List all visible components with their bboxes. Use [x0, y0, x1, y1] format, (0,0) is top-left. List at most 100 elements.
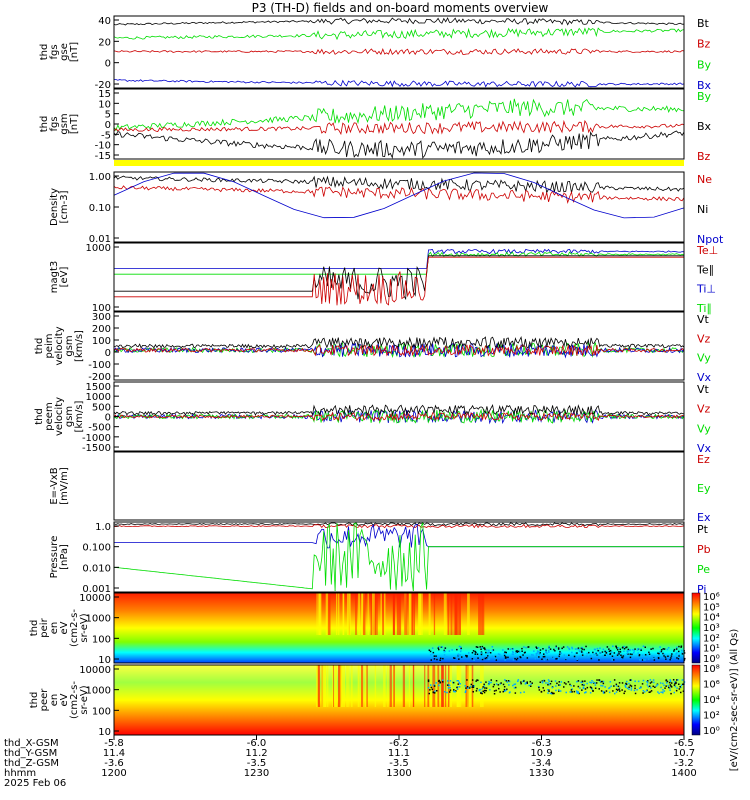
peer-pixel	[551, 691, 553, 694]
peer-pixel	[663, 690, 666, 692]
peir-pixel	[667, 655, 669, 657]
peer-pixel	[648, 685, 651, 687]
efield-legend-Ez: Ez	[697, 453, 710, 466]
peir-pixel	[568, 654, 570, 656]
pressure-legend-Pi: Pi	[697, 583, 706, 596]
peir-pixel	[431, 653, 434, 655]
fgs_gsm-ylabel-line: gsm	[59, 113, 70, 134]
peir-pixel	[634, 648, 636, 650]
peer-pixel	[476, 679, 478, 681]
peir-pixel	[443, 654, 446, 656]
peem-ylabel-line: thd	[34, 408, 45, 425]
peer-pixel	[581, 681, 583, 684]
peer-pixel	[642, 690, 645, 692]
peir-pixel	[512, 659, 515, 661]
peir-pixel	[599, 647, 601, 649]
peer-pixel	[551, 686, 554, 689]
peer-pixel	[472, 691, 474, 693]
peir-pixel	[633, 651, 635, 654]
peir-streak	[374, 593, 377, 635]
peer-pixel	[517, 679, 520, 681]
peir-pixel	[460, 648, 462, 651]
fgs-frame	[113, 15, 685, 89]
peir-pixel	[600, 652, 602, 654]
peer-pixel	[650, 681, 653, 683]
peir-pixel	[615, 646, 617, 648]
peer-pixel	[669, 687, 671, 689]
peer-streak	[383, 665, 386, 707]
peer-pixel	[504, 679, 506, 681]
peir-streak	[327, 593, 331, 635]
fgs-legend-By: By	[697, 58, 712, 71]
peer-pixel	[570, 684, 572, 687]
peir-pixel	[543, 659, 546, 661]
density-ylabel-line: Density	[49, 188, 60, 226]
peer-pixel	[647, 680, 649, 682]
peir-pixel	[465, 654, 467, 656]
peer-pixel	[523, 680, 525, 682]
panel-temp: 1000 100 magt3 [eV] Te⊥ Te∥ Ti⊥ Ti∥	[49, 242, 718, 315]
peer-pixel	[465, 687, 467, 689]
peer-pixel	[609, 686, 611, 689]
pressure-legend-Pe: Pe	[697, 563, 710, 576]
peer-pixel	[464, 685, 466, 687]
peir-pixel	[662, 648, 664, 650]
peer-streak	[459, 665, 462, 707]
peir-pixel	[596, 647, 599, 650]
xaxis-value: 11.2	[245, 748, 267, 759]
peer-pixel	[560, 681, 562, 683]
peer-pixel	[649, 682, 652, 684]
peer-streak	[470, 665, 472, 707]
peer-pixel	[630, 689, 633, 691]
fgs_gsm-ylabel-line: fgs	[49, 116, 60, 131]
peir-pixel	[543, 653, 545, 655]
peer-pixel	[457, 680, 460, 682]
peir-pixel	[602, 655, 604, 657]
peer-pixel	[468, 687, 471, 689]
temp-frame	[113, 242, 685, 312]
peir-pixel	[548, 651, 550, 653]
peer-pixel	[643, 691, 646, 693]
peir-pixel	[611, 651, 613, 653]
peer-streak	[317, 665, 321, 707]
peir-pixel	[597, 649, 599, 652]
peir-pixel	[552, 657, 555, 660]
peir-pixel	[484, 657, 487, 660]
xaxis-value: 1200	[101, 768, 126, 779]
peer-pixel	[550, 680, 553, 683]
peir-pixel	[552, 656, 554, 658]
peir-pixel	[475, 651, 477, 654]
peir-pixel	[444, 647, 447, 649]
peer-pixel	[669, 684, 672, 686]
peir-pixel	[648, 651, 650, 654]
peer-pixel	[674, 685, 677, 688]
peir-pixel	[507, 656, 509, 659]
peir-pixel	[439, 657, 442, 660]
peer-streak	[480, 665, 482, 707]
peir-pixel	[476, 646, 479, 648]
peir-pixel	[609, 653, 611, 655]
peir-pixel	[679, 658, 681, 660]
peir-pixel	[684, 657, 686, 660]
peir-pixel	[494, 658, 497, 660]
peer-pixel	[485, 689, 487, 692]
peer-pixel	[559, 684, 561, 686]
peer-pixel	[484, 687, 486, 689]
peir-pixel	[466, 656, 468, 658]
peim-legend-Vz: Vz	[697, 332, 711, 345]
peir-streak	[392, 593, 395, 635]
peer-pixel	[523, 691, 525, 693]
peer-streak	[424, 665, 426, 707]
peer-pixel	[449, 689, 452, 691]
peir-pixel	[428, 649, 431, 651]
fgs-series-3	[113, 79, 685, 88]
peir-pixel	[575, 652, 577, 654]
colorbar-top	[691, 592, 701, 664]
peer-pixel	[613, 685, 615, 687]
peir-pixel	[518, 650, 520, 653]
peer-streak	[343, 665, 345, 707]
fgs-legend-Bt: Bt	[697, 17, 710, 30]
peer-pixel	[483, 685, 485, 687]
peir-pixel	[480, 653, 483, 656]
